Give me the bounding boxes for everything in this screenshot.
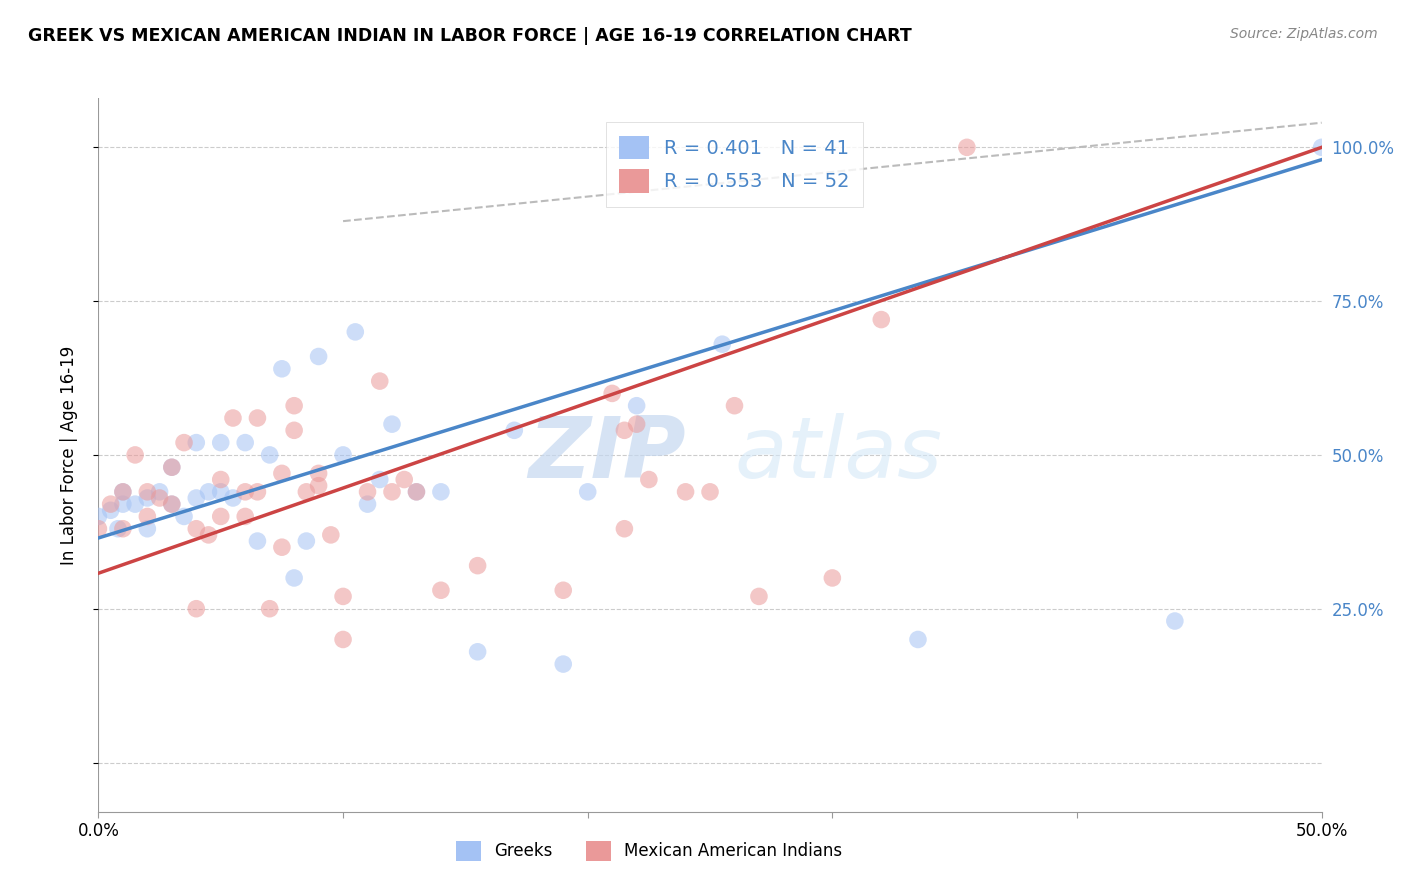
Point	[626, 399, 648, 413]
Text: ZIP: ZIP	[527, 413, 686, 497]
Point	[160, 497, 183, 511]
Point	[723, 399, 745, 413]
Point	[259, 448, 281, 462]
Point	[956, 140, 979, 154]
Point	[197, 528, 219, 542]
Point	[295, 484, 318, 499]
Point	[283, 399, 305, 413]
Point	[87, 522, 110, 536]
Point	[748, 590, 770, 604]
Point	[308, 478, 330, 492]
Point	[233, 484, 256, 499]
Point	[319, 528, 342, 542]
Point	[124, 448, 146, 462]
Point	[356, 484, 378, 499]
Legend: Greeks, Mexican American Indians: Greeks, Mexican American Indians	[449, 834, 849, 868]
Point	[222, 411, 245, 425]
Point	[246, 484, 269, 499]
Point	[173, 509, 195, 524]
Point	[308, 350, 330, 364]
Point	[87, 509, 110, 524]
Point	[553, 583, 575, 598]
Point	[699, 484, 721, 499]
Point	[111, 484, 134, 499]
Point	[1310, 140, 1333, 154]
Point	[907, 632, 929, 647]
Point	[209, 509, 232, 524]
Point	[209, 473, 232, 487]
Point	[270, 467, 294, 481]
Point	[600, 386, 623, 401]
Point	[149, 491, 172, 505]
Point	[467, 645, 489, 659]
Point	[576, 484, 599, 499]
Point	[111, 484, 134, 499]
Point	[308, 467, 330, 481]
Point	[222, 491, 245, 505]
Point	[111, 497, 134, 511]
Point	[283, 423, 305, 437]
Point	[870, 312, 893, 326]
Point	[503, 423, 526, 437]
Point	[675, 484, 697, 499]
Point	[821, 571, 844, 585]
Point	[209, 435, 232, 450]
Point	[430, 583, 453, 598]
Point	[405, 484, 427, 499]
Point	[100, 503, 122, 517]
Point	[381, 484, 404, 499]
Point	[246, 411, 269, 425]
Point	[209, 484, 232, 499]
Point	[186, 435, 208, 450]
Point	[344, 325, 367, 339]
Point	[368, 473, 391, 487]
Point	[246, 534, 269, 549]
Point	[186, 522, 208, 536]
Point	[613, 522, 636, 536]
Point	[149, 484, 172, 499]
Point	[356, 497, 378, 511]
Text: atlas: atlas	[734, 413, 942, 497]
Point	[392, 473, 416, 487]
Point	[368, 374, 391, 388]
Point	[124, 497, 146, 511]
Point	[136, 522, 159, 536]
Point	[259, 601, 281, 615]
Point	[173, 435, 195, 450]
Point	[467, 558, 489, 573]
Point	[332, 632, 354, 647]
Point	[613, 423, 636, 437]
Point	[283, 571, 305, 585]
Point	[160, 460, 183, 475]
Text: Source: ZipAtlas.com: Source: ZipAtlas.com	[1230, 27, 1378, 41]
Point	[332, 590, 354, 604]
Point	[197, 484, 219, 499]
Point	[100, 497, 122, 511]
Point	[332, 448, 354, 462]
Point	[270, 361, 294, 376]
Point	[430, 484, 453, 499]
Point	[111, 522, 134, 536]
Y-axis label: In Labor Force | Age 16-19: In Labor Force | Age 16-19	[59, 345, 77, 565]
Point	[1164, 614, 1187, 628]
Point	[711, 337, 734, 351]
Point	[405, 484, 427, 499]
Point	[626, 417, 648, 432]
Point	[233, 435, 256, 450]
Point	[136, 509, 159, 524]
Point	[160, 497, 183, 511]
Text: GREEK VS MEXICAN AMERICAN INDIAN IN LABOR FORCE | AGE 16-19 CORRELATION CHART: GREEK VS MEXICAN AMERICAN INDIAN IN LABO…	[28, 27, 912, 45]
Point	[233, 509, 256, 524]
Point	[381, 417, 404, 432]
Point	[186, 601, 208, 615]
Point	[553, 657, 575, 671]
Point	[107, 522, 129, 536]
Point	[186, 491, 208, 505]
Point	[270, 540, 294, 554]
Point	[160, 460, 183, 475]
Point	[295, 534, 318, 549]
Point	[136, 491, 159, 505]
Point	[136, 484, 159, 499]
Point	[638, 473, 661, 487]
